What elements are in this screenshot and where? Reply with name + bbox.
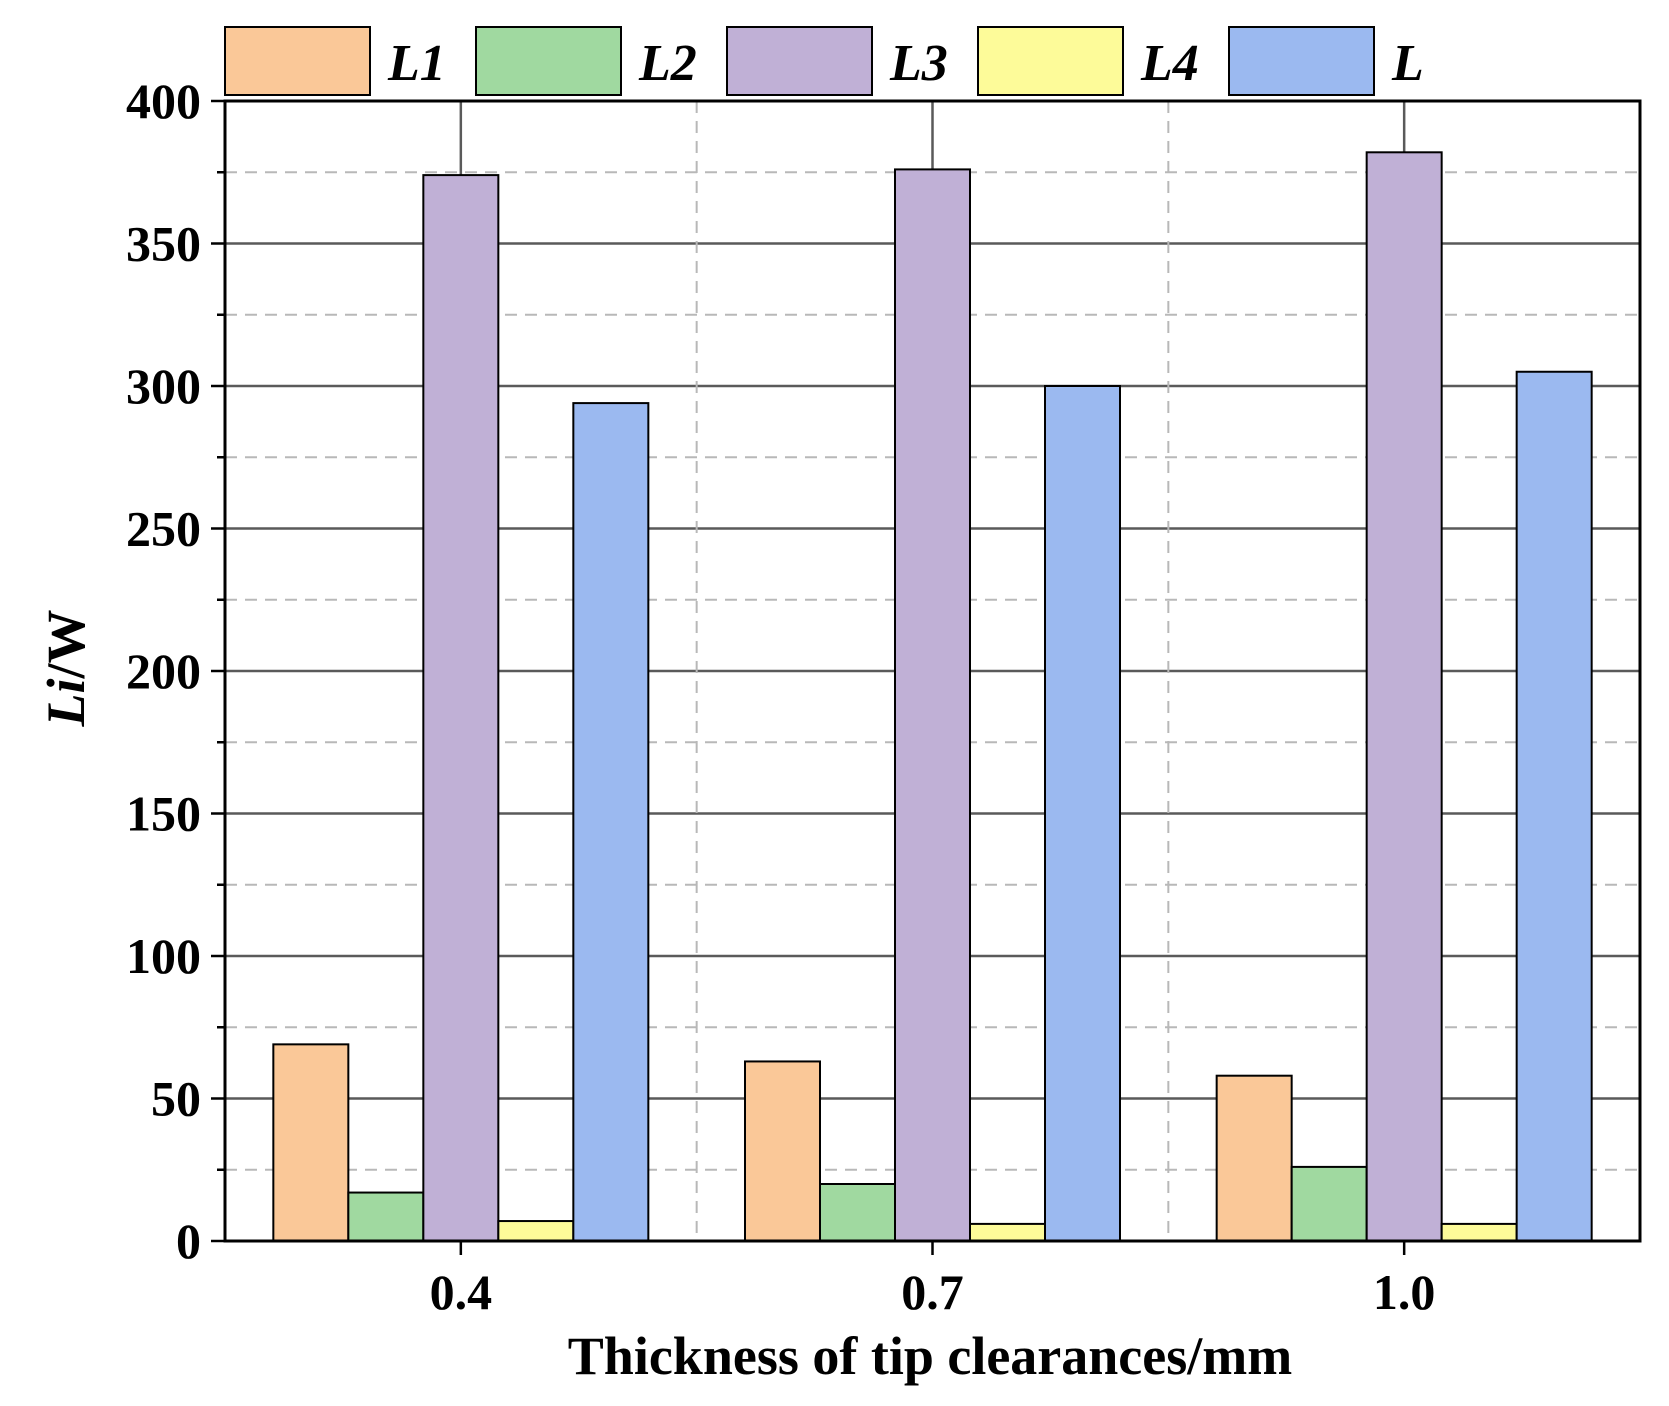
legend-swatch-L bbox=[1228, 26, 1375, 96]
legend: L1 L2 L3 L4 L bbox=[224, 26, 1424, 96]
legend-swatch-L3 bbox=[726, 26, 873, 96]
bar-L4-1.0 bbox=[1440, 1222, 1518, 1243]
y-tick-label: 300 bbox=[126, 358, 201, 414]
bar-L4-0.7 bbox=[969, 1222, 1046, 1243]
bar-L2-1.0 bbox=[1290, 1165, 1368, 1243]
bar-L1-1.0 bbox=[1215, 1074, 1293, 1242]
y-axis-title-unit: /W bbox=[36, 609, 96, 679]
legend-swatch-L1 bbox=[224, 26, 371, 96]
y-tick-label: 350 bbox=[126, 216, 201, 272]
bar-L-0.7 bbox=[1044, 385, 1121, 1242]
legend-swatch-L4 bbox=[977, 26, 1124, 96]
y-tick-label: 200 bbox=[126, 643, 201, 699]
bar-L3-1.0 bbox=[1365, 151, 1443, 1242]
bar-L3-0.7 bbox=[894, 168, 971, 1242]
bar-L3-0.4 bbox=[422, 174, 500, 1243]
legend-label-L: L bbox=[1391, 35, 1424, 92]
bar-L2-0.7 bbox=[819, 1183, 896, 1242]
legend-label-L4: L4 bbox=[1140, 35, 1199, 92]
bar-L-0.4 bbox=[572, 402, 650, 1243]
legend-label-L3: L3 bbox=[889, 35, 948, 92]
bar-L1-0.4 bbox=[272, 1043, 350, 1242]
bar-L1-0.7 bbox=[744, 1060, 821, 1242]
x-axis-title: Thickness of tip clearances/mm bbox=[568, 1326, 1292, 1386]
y-tick-label: 50 bbox=[151, 1071, 201, 1127]
legend-label-L1: L1 bbox=[387, 35, 446, 92]
legend-swatch-L2 bbox=[475, 26, 622, 96]
bar-L-1.0 bbox=[1515, 370, 1593, 1242]
y-tick-label: 400 bbox=[126, 73, 201, 129]
y-axis-title-italic: Li bbox=[36, 679, 96, 728]
x-tick-label: 1.0 bbox=[1373, 1264, 1436, 1320]
x-tick-label: 0.4 bbox=[430, 1264, 493, 1320]
tick-labels: 0 50 100 150 200 250 300 350 400 0.4 0.7 1.0 bbox=[126, 73, 1435, 1320]
y-axis-title: Li/W bbox=[36, 609, 96, 727]
y-tick-label: 100 bbox=[126, 928, 201, 984]
x-tick-label: 0.7 bbox=[901, 1264, 964, 1320]
y-tick-label: 0 bbox=[176, 1213, 201, 1269]
y-tick-label: 150 bbox=[126, 786, 201, 842]
bars bbox=[272, 151, 1593, 1243]
y-tick-label: 250 bbox=[126, 501, 201, 557]
bar-L4-0.4 bbox=[497, 1220, 575, 1243]
legend-label-L2: L2 bbox=[638, 35, 697, 92]
bar-L2-0.4 bbox=[347, 1191, 425, 1243]
